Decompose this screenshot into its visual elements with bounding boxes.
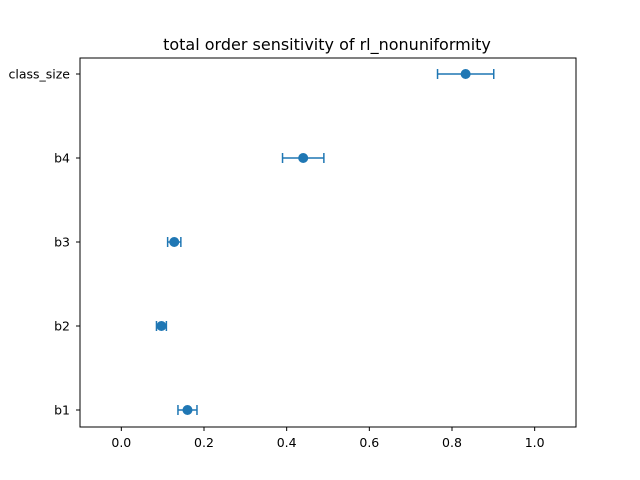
chart-marks: [155, 69, 495, 415]
data-point-b4: [298, 153, 309, 163]
x-tick-label-1: 0.2: [194, 435, 214, 450]
data-point-b2: [156, 321, 167, 331]
x-tick-label-3: 0.6: [359, 435, 379, 450]
y-tick-label-b2: b2: [54, 319, 70, 334]
x-tick-label-2: 0.4: [277, 435, 297, 450]
y-tick-label-b4: b4: [54, 151, 70, 166]
x-tick-label-0: 0.0: [111, 435, 131, 450]
plot-frame: [79, 57, 577, 428]
data-point-class_size: [460, 69, 471, 79]
x-tick-label-4: 0.8: [442, 435, 462, 450]
x-tick-label-5: 1.0: [525, 435, 545, 450]
chart-title: total order sensitivity of rl_nonuniform…: [163, 35, 491, 55]
y-tick-label-b1: b1: [54, 403, 70, 418]
y-tick-label-b3: b3: [54, 235, 70, 250]
y-axis: class_size b4 b3 b2 b1: [8, 67, 80, 418]
data-point-b1: [182, 405, 193, 415]
data-point-b3: [169, 237, 180, 247]
y-tick-label-class_size: class_size: [8, 67, 70, 82]
x-axis: 0.0 0.2 0.4 0.6 0.8 1.0: [111, 427, 545, 450]
